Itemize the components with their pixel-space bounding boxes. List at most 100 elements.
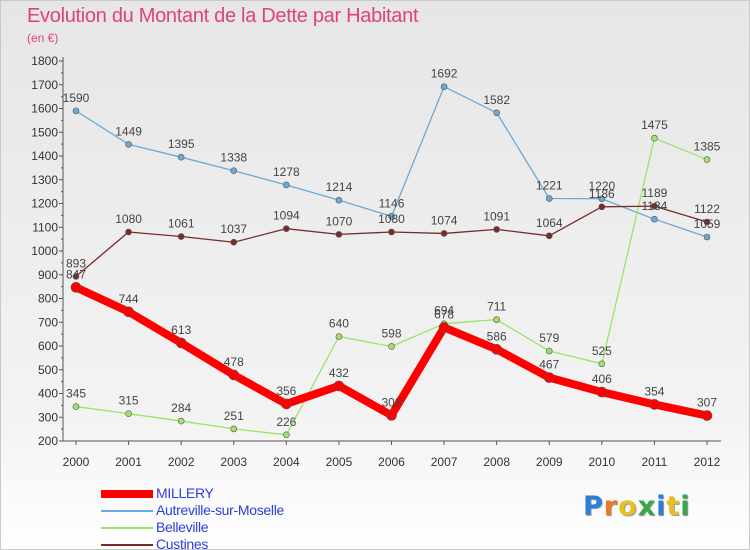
data-point-belleville (545, 347, 553, 355)
data-point-belleville (125, 410, 132, 417)
data-label-belleville: 598 (381, 326, 401, 340)
data-label-belleville: 1475 (641, 118, 668, 132)
logo-letter: r (603, 491, 619, 522)
y-tick-label: 200 (38, 434, 58, 448)
x-tick-label: 2012 (694, 455, 721, 469)
legend-label: MILLERY (156, 485, 214, 501)
data-label-millery: 307 (697, 396, 717, 410)
data-label-custines: 1091 (483, 209, 510, 223)
legend-swatch (101, 527, 153, 529)
legend-label: Autreville-sur-Moselle (156, 502, 284, 518)
y-tick-label: 700 (38, 315, 58, 329)
data-point-millery (386, 410, 397, 421)
data-label-millery: 586 (487, 329, 507, 343)
data-point-custines (651, 202, 658, 210)
data-point-millery (281, 398, 292, 410)
data-label-belleville: 640 (329, 317, 349, 331)
data-point-custines (493, 226, 500, 233)
y-tick-label: 1200 (31, 197, 58, 211)
y-tick-label: 400 (38, 387, 58, 401)
data-point-belleville (651, 134, 658, 142)
data-point-custines (440, 230, 448, 237)
data-point-autreville-sur-moselle (703, 233, 711, 241)
data-label-custines: 893 (66, 256, 86, 270)
data-point-belleville (335, 333, 343, 340)
data-label-autreville-sur-moselle: 1395 (168, 137, 195, 151)
data-label-belleville: 694 (434, 304, 454, 318)
data-point-millery (596, 386, 608, 398)
data-label-millery: 356 (276, 384, 296, 398)
logo-letter: P (583, 491, 604, 522)
data-label-autreville-sur-moselle: 1146 (379, 196, 405, 210)
x-tick-label: 2010 (588, 455, 615, 469)
y-tick-label: 1400 (31, 149, 58, 163)
series-layer (70, 83, 713, 439)
data-point-custines (230, 238, 238, 246)
logo-letter: i (656, 491, 667, 522)
data-point-autreville-sur-moselle (388, 213, 395, 220)
data-point-custines (177, 233, 185, 240)
data-point-millery (649, 399, 660, 410)
y-tick-label: 800 (38, 292, 58, 306)
data-label-custines: 1094 (273, 209, 300, 223)
x-tick-label: 2005 (326, 455, 353, 469)
data-label-custines: 1080 (115, 212, 142, 226)
data-label-custines: 1061 (168, 217, 195, 231)
data-label-autreville-sur-moselle: 1278 (273, 165, 300, 179)
data-label-custines: 1186 (589, 187, 615, 201)
data-point-autreville-sur-moselle (283, 181, 290, 189)
data-point-millery (70, 282, 82, 293)
data-label-custines: 1122 (694, 202, 720, 216)
unit-label: (en €) (27, 31, 59, 45)
x-tick-label: 2000 (63, 455, 90, 469)
data-label-millery: 354 (644, 384, 664, 398)
data-point-autreville-sur-moselle (335, 196, 343, 204)
y-tick-label: 500 (38, 363, 58, 377)
data-label-autreville-sur-moselle: 1582 (483, 93, 510, 107)
data-label-belleville: 579 (539, 331, 559, 345)
data-label-millery: 432 (329, 366, 349, 380)
chart-title: Evolution du Montant de la Dette par Hab… (27, 5, 419, 27)
legend-swatch (101, 544, 153, 546)
data-point-belleville (598, 360, 606, 368)
data-point-millery (123, 306, 134, 318)
data-label-belleville: 251 (224, 409, 244, 423)
data-label-custines: 1080 (378, 212, 405, 226)
data-point-autreville-sur-moselle (177, 153, 185, 161)
legend-swatch (101, 490, 153, 498)
y-tick-label: 1700 (31, 78, 58, 92)
y-tick-label: 300 (38, 410, 58, 424)
data-point-belleville (230, 425, 238, 433)
data-label-millery: 467 (539, 358, 559, 372)
data-label-belleville: 226 (276, 415, 296, 429)
data-label-millery: 478 (224, 355, 244, 369)
data-point-custines (335, 231, 343, 238)
data-point-autreville-sur-moselle (598, 195, 606, 203)
legend-label: Custines (156, 536, 209, 550)
data-point-autreville-sur-moselle (440, 83, 448, 90)
y-tick-label: 900 (38, 268, 58, 282)
data-label-autreville-sur-moselle: 1059 (694, 217, 721, 231)
data-point-custines (598, 203, 606, 211)
data-label-custines: 1064 (536, 216, 563, 230)
data-point-belleville (72, 403, 80, 410)
data-label-autreville-sur-moselle: 1692 (431, 67, 458, 81)
data-label-belleville: 345 (66, 387, 86, 401)
data-point-custines (283, 225, 290, 232)
data-point-belleville (493, 316, 500, 323)
x-tick-label: 2008 (483, 455, 510, 469)
y-tick-label: 1500 (31, 125, 58, 139)
data-point-belleville (177, 417, 185, 425)
data-label-autreville-sur-moselle: 1134 (642, 199, 668, 213)
data-point-custines (703, 218, 711, 226)
data-label-millery: 308 (381, 395, 401, 409)
data-point-belleville (388, 343, 395, 350)
data-point-autreville-sur-moselle (493, 109, 500, 117)
x-tick-label: 2007 (431, 455, 458, 469)
data-label-custines: 1189 (642, 186, 668, 200)
data-label-custines: 1037 (220, 222, 247, 236)
data-label-autreville-sur-moselle: 1220 (588, 179, 615, 193)
data-labels: 1590 1449 1395 1338 1278 1214 1146 1692 1582 1221… (63, 67, 721, 429)
